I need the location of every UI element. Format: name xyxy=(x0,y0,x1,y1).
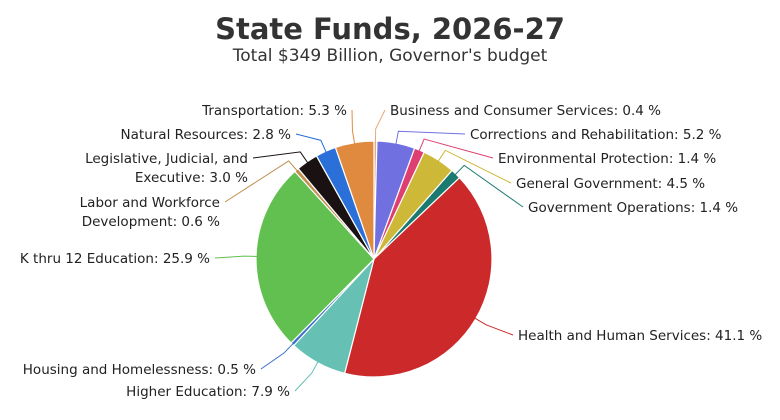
data-label: Environmental Protection: 1.4 % xyxy=(498,151,716,167)
data-label: Development: 0.6 % xyxy=(82,214,220,230)
data-label: Health and Human Services: 41.1 % xyxy=(518,328,762,344)
data-label: Natural Resources: 2.8 % xyxy=(121,127,292,143)
data-label: General Government: 4.5 % xyxy=(516,176,705,192)
data-label: Transportation: 5.3 % xyxy=(201,103,347,119)
data-label: Executive: 3.0 % xyxy=(135,170,248,186)
connector-line xyxy=(260,342,295,370)
data-label: Corrections and Rehabilitation: 5.2 % xyxy=(470,127,722,143)
chart-title: State Funds, 2026-27 xyxy=(215,12,565,46)
connector-line xyxy=(473,317,514,336)
data-label: Housing and Homelessness: 0.5 % xyxy=(23,362,256,378)
data-label: Labor and Workforce xyxy=(80,195,220,211)
connector-line xyxy=(295,133,328,154)
chart-subtitle: Total $349 Billion, Governor's budget xyxy=(232,46,548,66)
data-label: Higher Education: 7.9 % xyxy=(126,384,290,400)
data-label: K thru 12 Education: 25.9 % xyxy=(20,251,210,267)
data-label: Government Operations: 1.4 % xyxy=(528,200,738,216)
connector-line xyxy=(252,151,309,164)
connector-line xyxy=(395,130,466,146)
connector-line xyxy=(374,109,386,144)
connector-line xyxy=(454,164,524,208)
connector-line xyxy=(294,360,319,392)
data-label: Legislative, Judicial, and xyxy=(85,151,248,167)
connector-line xyxy=(418,138,494,159)
connector-line xyxy=(437,149,512,184)
connector-line xyxy=(214,255,259,259)
data-label: Business and Consumer Services: 0.4 % xyxy=(390,103,661,119)
connector-line xyxy=(224,160,299,203)
connector-line xyxy=(351,109,356,145)
